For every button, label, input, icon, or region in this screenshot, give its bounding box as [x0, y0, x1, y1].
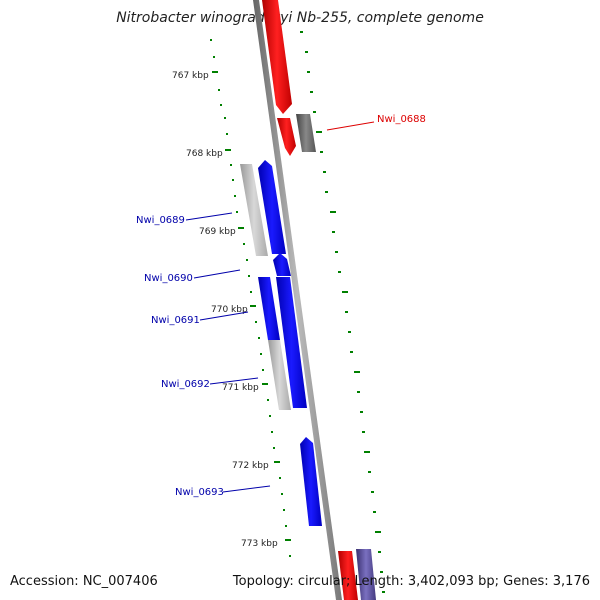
- gene-feature-nwi-0690[interactable]: [273, 253, 291, 276]
- gene-label-nwi-0691[interactable]: Nwi_0691: [151, 315, 200, 326]
- kbp-label: 773 kbp: [241, 539, 278, 549]
- label-leader: [222, 485, 271, 493]
- gene-feature-nwi-0691[interactable]: [258, 277, 280, 340]
- gene-feature-bottom-purple[interactable]: [356, 549, 376, 600]
- kbp-label: 768 kbp: [186, 149, 223, 159]
- label-leader: [209, 377, 259, 385]
- gene-label-nwi-0689[interactable]: Nwi_0689: [136, 215, 185, 226]
- gene-feature-bottom-red[interactable]: [338, 551, 358, 600]
- kbp-label: 769 kbp: [199, 227, 236, 237]
- accession-text: Accession: NC_007406: [10, 574, 158, 589]
- kbp-label: 772 kbp: [232, 461, 269, 471]
- label-leader: [185, 212, 233, 221]
- gene-feature-top[interactable]: [262, 0, 292, 114]
- kbp-label: 771 kbp: [222, 383, 259, 393]
- gene-label-nwi-0688[interactable]: Nwi_0688: [377, 114, 426, 125]
- kbp-label: 770 kbp: [211, 305, 248, 315]
- gene-feature-gray[interactable]: [240, 164, 268, 256]
- genome-summary-text: Topology: circular; Length: 3,402,093 bp…: [232, 574, 590, 589]
- gene-feature-nwi-0692[interactable]: [276, 277, 307, 408]
- label-leader: [193, 269, 241, 279]
- gene-feature-gray-2[interactable]: [268, 340, 291, 410]
- inner-tick-track: [210, 39, 291, 557]
- gene-feature-nwi-0688-pseudo[interactable]: [277, 118, 296, 156]
- kbp-label: 767 kbp: [172, 71, 209, 81]
- gene-feature-nwi-0689[interactable]: [258, 160, 286, 254]
- label-leader: [199, 311, 249, 321]
- outer-tick-track: [300, 31, 385, 593]
- gene-label-nwi-0690[interactable]: Nwi_0690: [144, 273, 193, 284]
- genome-backbone: [253, 0, 342, 600]
- map-title: Nitrobacter winogradskyi Nb-255, complet…: [116, 10, 484, 26]
- gene-label-nwi-0693[interactable]: Nwi_0693: [175, 487, 224, 498]
- label-leader: [326, 121, 375, 131]
- gene-feature-nwi-0693[interactable]: [300, 437, 322, 526]
- gene-label-nwi-0692[interactable]: Nwi_0692: [161, 379, 210, 390]
- gene-feature-rna[interactable]: [296, 114, 316, 152]
